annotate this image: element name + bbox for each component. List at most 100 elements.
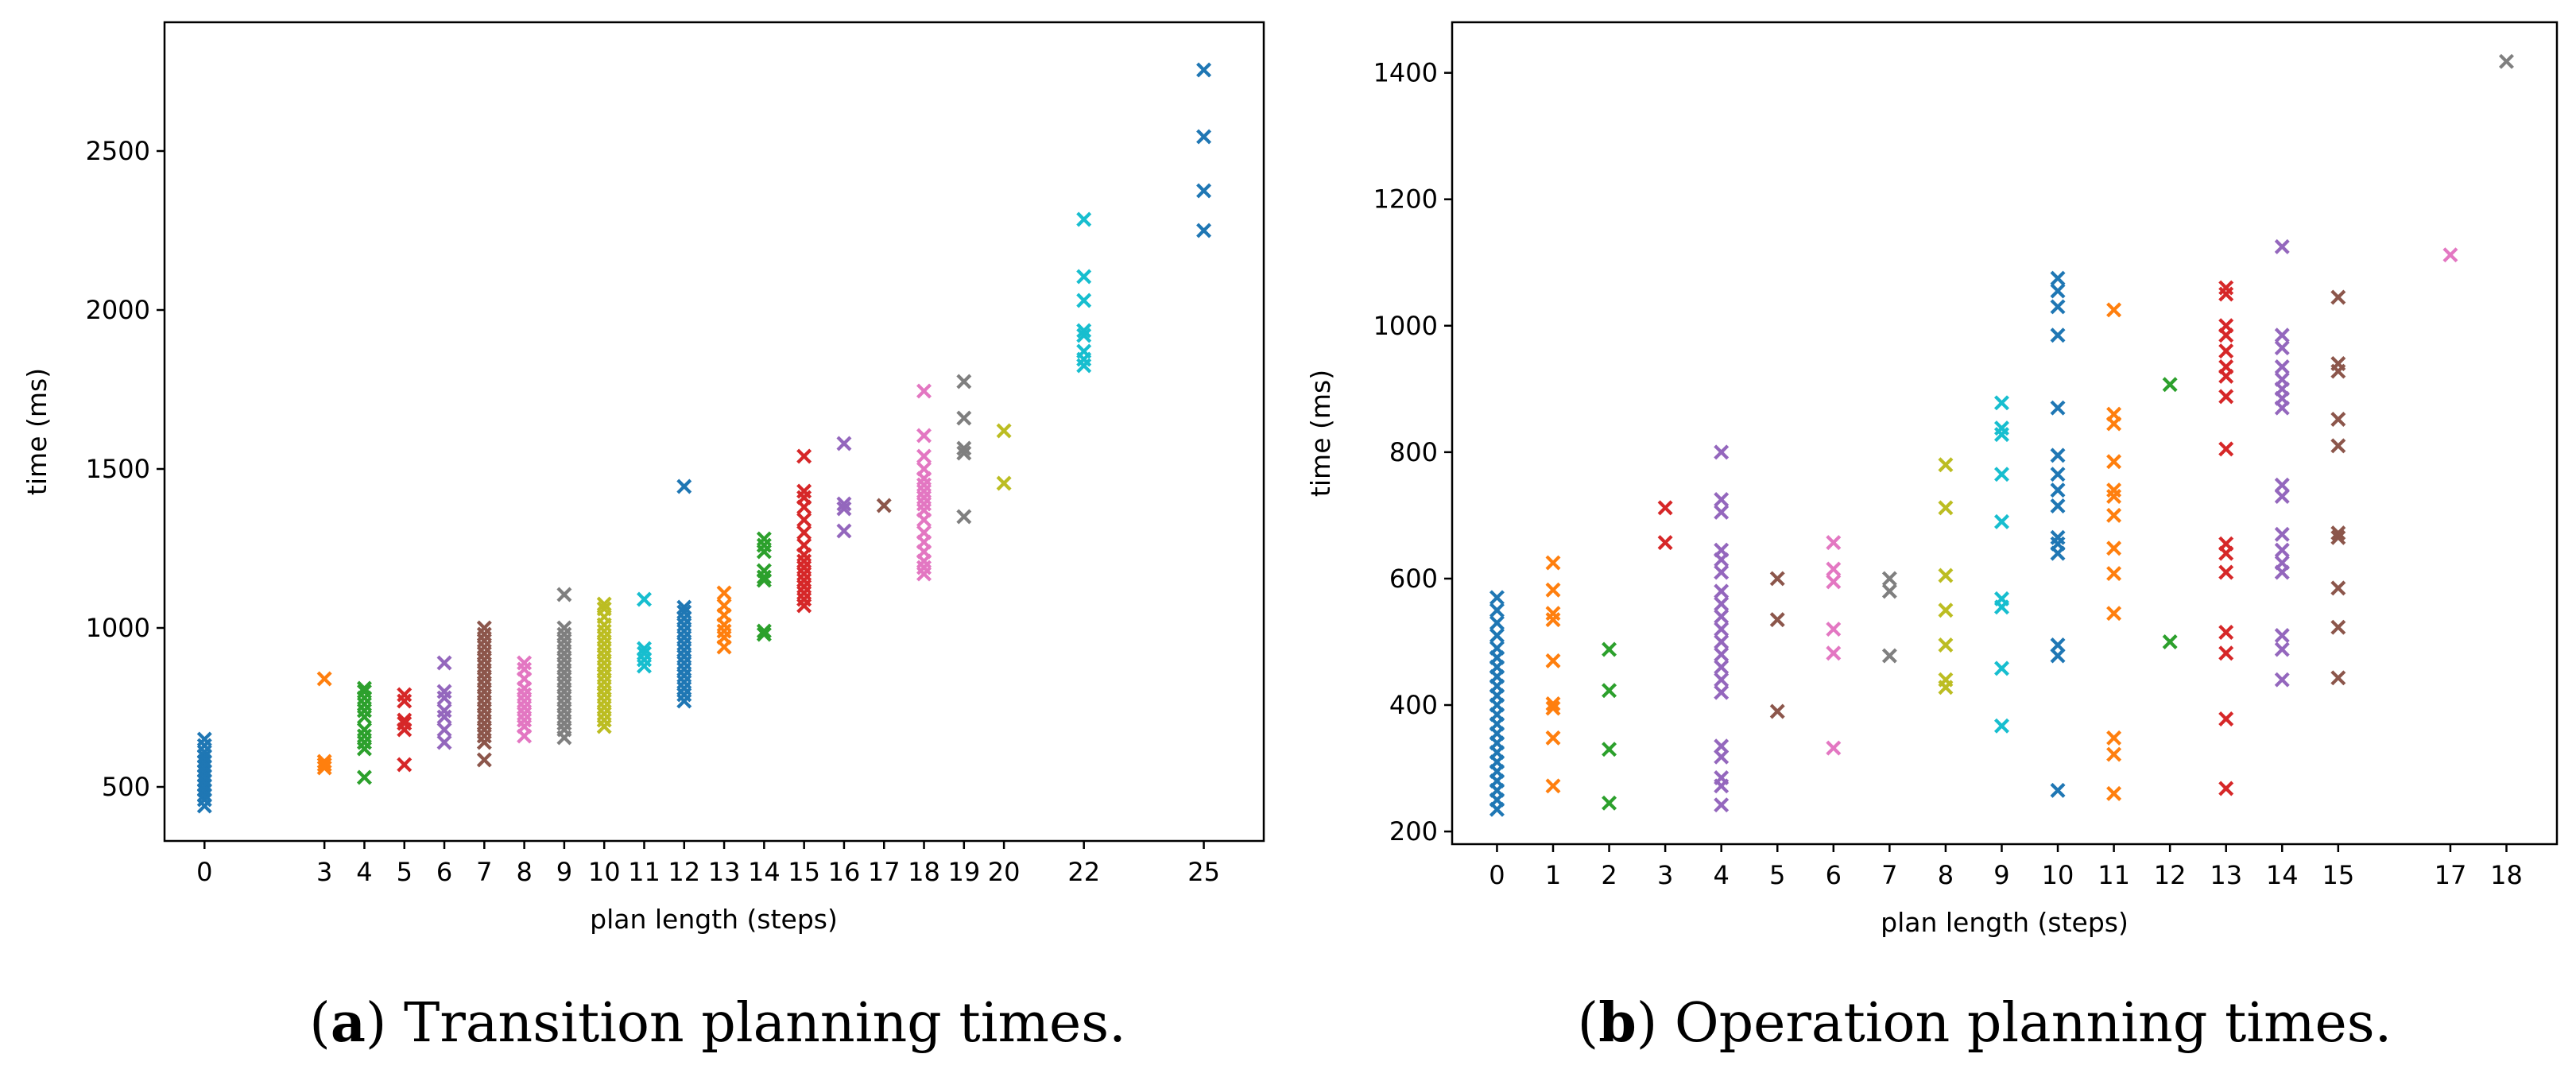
panel-a-markers [196,62,1212,814]
data-point [2218,318,2234,334]
data-point [1993,591,2009,606]
x-tick-label: 0 [1489,860,1505,890]
data-point [1714,684,1730,700]
data-point [716,585,732,601]
data-point [1993,467,2009,482]
panel-a-series-8 [517,655,533,744]
data-point [2050,529,2066,545]
data-point [2274,641,2290,657]
data-point [436,734,452,750]
data-point [1714,633,1730,649]
data-point [637,641,652,657]
data-point [676,479,692,494]
data-point [316,671,332,687]
data-point [476,620,492,636]
data-point [1076,323,1092,339]
data-point [2162,377,2178,393]
data-point [596,601,612,617]
data-point [637,645,652,661]
data-point [2330,525,2346,541]
x-tick-label: 4 [1714,860,1730,890]
panel-a-series-11 [637,591,652,674]
data-point [356,680,372,696]
data-point [916,383,932,399]
data-point [2218,645,2234,661]
data-point [2274,340,2290,356]
data-point [196,749,212,765]
panel-a-series-13 [716,585,732,655]
panel-b-caption: (b) Operation planning times. [1578,991,2392,1055]
data-point [1545,606,1561,622]
data-point [756,531,772,547]
data-point [1602,795,1617,811]
data-point [676,604,692,620]
data-point [2218,711,2234,726]
data-point [2218,441,2234,457]
data-point [2050,482,2066,498]
data-point [2330,412,2346,427]
panel-b-series-1 [1545,555,1561,794]
data-point [2274,628,2290,644]
panel-a-y-axis-label: time (ms) [21,368,52,495]
data-point [2050,400,2066,416]
data-point [2050,283,2066,299]
x-tick-label: 10 [2042,860,2074,890]
x-tick-label: 4 [356,857,372,887]
data-point [436,684,452,699]
data-point [1714,564,1730,580]
x-tick-label: 13 [2210,860,2242,890]
data-point [2106,785,2122,801]
data-point [2106,454,2122,470]
data-point [2050,299,2066,315]
panel-b-series-14 [2274,238,2290,688]
data-point [2218,536,2234,552]
panel-b-operation-chart: 0 1 2 3 4 5 6 7 8 9 10 11 12 13 14 15 17 18 2004006008001… [1305,21,2559,1055]
x-tick-label: 18 [908,857,940,887]
x-tick-label: 1 [1545,860,1561,890]
data-point [2330,670,2346,686]
data-point [2274,238,2290,254]
data-point [1826,574,1842,590]
panel-a-series-19 [956,374,972,525]
data-point [2274,526,2290,542]
data-point [1993,420,2009,436]
panel-a-series-10 [596,596,612,734]
x-tick-label: 17 [2435,860,2467,890]
panel-a-series-12 [676,479,692,709]
data-point [2274,542,2290,558]
y-tick-label: 600 [1389,564,1438,594]
data-point [1938,500,1954,516]
data-point [2050,467,2066,482]
panel-a-series-6 [436,655,452,750]
data-point [1938,457,1954,473]
panel-a-caption-label: a [331,991,366,1055]
data-point [2218,280,2234,296]
x-tick-label: 12 [2154,860,2187,890]
panel-a-series-25 [1196,62,1212,238]
x-tick-label: 14 [748,857,781,887]
data-point [1769,612,1785,628]
data-point [596,596,612,612]
data-point [1938,672,1954,688]
panel-a-series-20 [996,423,1012,491]
data-point [2162,633,2178,649]
data-point [1826,535,1842,551]
panel-a-transition-chart: 0 3 4 5 6 7 8 9 10 11 12 13 14 15 16 17 18 19 20 22 25 500 10… [21,21,1265,1055]
x-tick-label: 13 [708,857,741,887]
data-point [1714,596,1730,612]
x-tick-label: 11 [2098,860,2130,890]
data-point [1826,740,1842,756]
data-point [1196,62,1212,78]
data-point [796,525,812,540]
x-tick-label: 22 [1067,857,1100,887]
panel-a-y-axis: 500 1000 1500 2000 2500 [86,136,165,802]
panel-a-series-14 [756,531,772,642]
data-point [836,501,852,517]
data-point [1714,738,1730,754]
x-tick-label: 0 [196,857,212,887]
data-point [1714,622,1730,637]
data-point [956,410,972,426]
data-point [1714,672,1730,688]
data-point [916,448,932,464]
